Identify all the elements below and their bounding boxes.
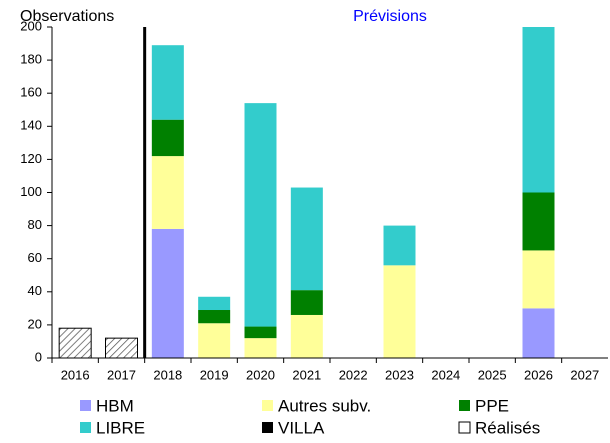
bar-segment [58, 327, 92, 359]
y-tick-label: 140 [20, 118, 42, 133]
bar-segment [151, 228, 184, 358]
bar-segment [151, 119, 184, 157]
bar-segment [244, 103, 277, 327]
bar-segment [522, 308, 555, 358]
legend-swatch [458, 421, 471, 434]
bar-segment [290, 187, 323, 291]
legend-swatch [459, 400, 470, 411]
y-tick-label: 0 [35, 349, 42, 364]
x-tick-label: 2021 [292, 367, 321, 382]
legend-swatch [80, 400, 91, 411]
bar-segment [522, 27, 555, 193]
x-tick-label: 2025 [478, 367, 507, 382]
bar-segment [105, 337, 138, 359]
x-tick-label: 2027 [570, 367, 599, 382]
legend-label: Autres subv. [278, 396, 371, 415]
bar-segment [198, 310, 231, 324]
annotation: Prévisions [353, 8, 427, 25]
legend-label: LIBRE [96, 418, 145, 437]
bar-segment [198, 296, 231, 311]
y-tick-label: 120 [20, 151, 42, 166]
bar-segment [383, 225, 416, 266]
legend-swatch [262, 400, 273, 411]
bar-segment [244, 326, 277, 339]
legend-label: HBM [96, 396, 134, 415]
y-tick-label: 200 [20, 18, 42, 33]
legend-label: PPE [475, 396, 509, 415]
x-tick-label: 2022 [339, 367, 368, 382]
legend-label: VILLA [278, 418, 325, 437]
x-tick-label: 2020 [246, 367, 275, 382]
x-tick-label: 2024 [431, 367, 460, 382]
y-tick-label: 40 [28, 283, 42, 298]
bar-segment [198, 323, 231, 358]
legend-swatch [80, 422, 91, 433]
y-tick-label: 80 [28, 217, 42, 232]
legend-swatch [262, 422, 273, 433]
x-tick-label: 2016 [61, 367, 90, 382]
x-tick-label: 2023 [385, 367, 414, 382]
annotation: Observations [20, 8, 114, 25]
bar-segment [151, 156, 184, 229]
bar-segment [383, 265, 416, 358]
bar-segment [244, 338, 277, 358]
y-tick-label: 20 [28, 316, 42, 331]
y-tick-label: 160 [20, 85, 42, 100]
x-tick-label: 2019 [200, 367, 229, 382]
y-tick-label: 100 [20, 184, 42, 199]
bar-segment [151, 45, 184, 120]
y-tick-label: 60 [28, 250, 42, 265]
bar-segment [290, 290, 323, 315]
bar-segment [522, 192, 555, 251]
bar-segment [522, 250, 555, 309]
bar-segment [290, 314, 323, 358]
x-tick-label: 2026 [524, 367, 553, 382]
x-tick-label: 2018 [153, 367, 182, 382]
x-tick-label: 2017 [107, 367, 136, 382]
y-tick-label: 180 [20, 52, 42, 67]
legend-label: Réalisés [475, 418, 540, 437]
